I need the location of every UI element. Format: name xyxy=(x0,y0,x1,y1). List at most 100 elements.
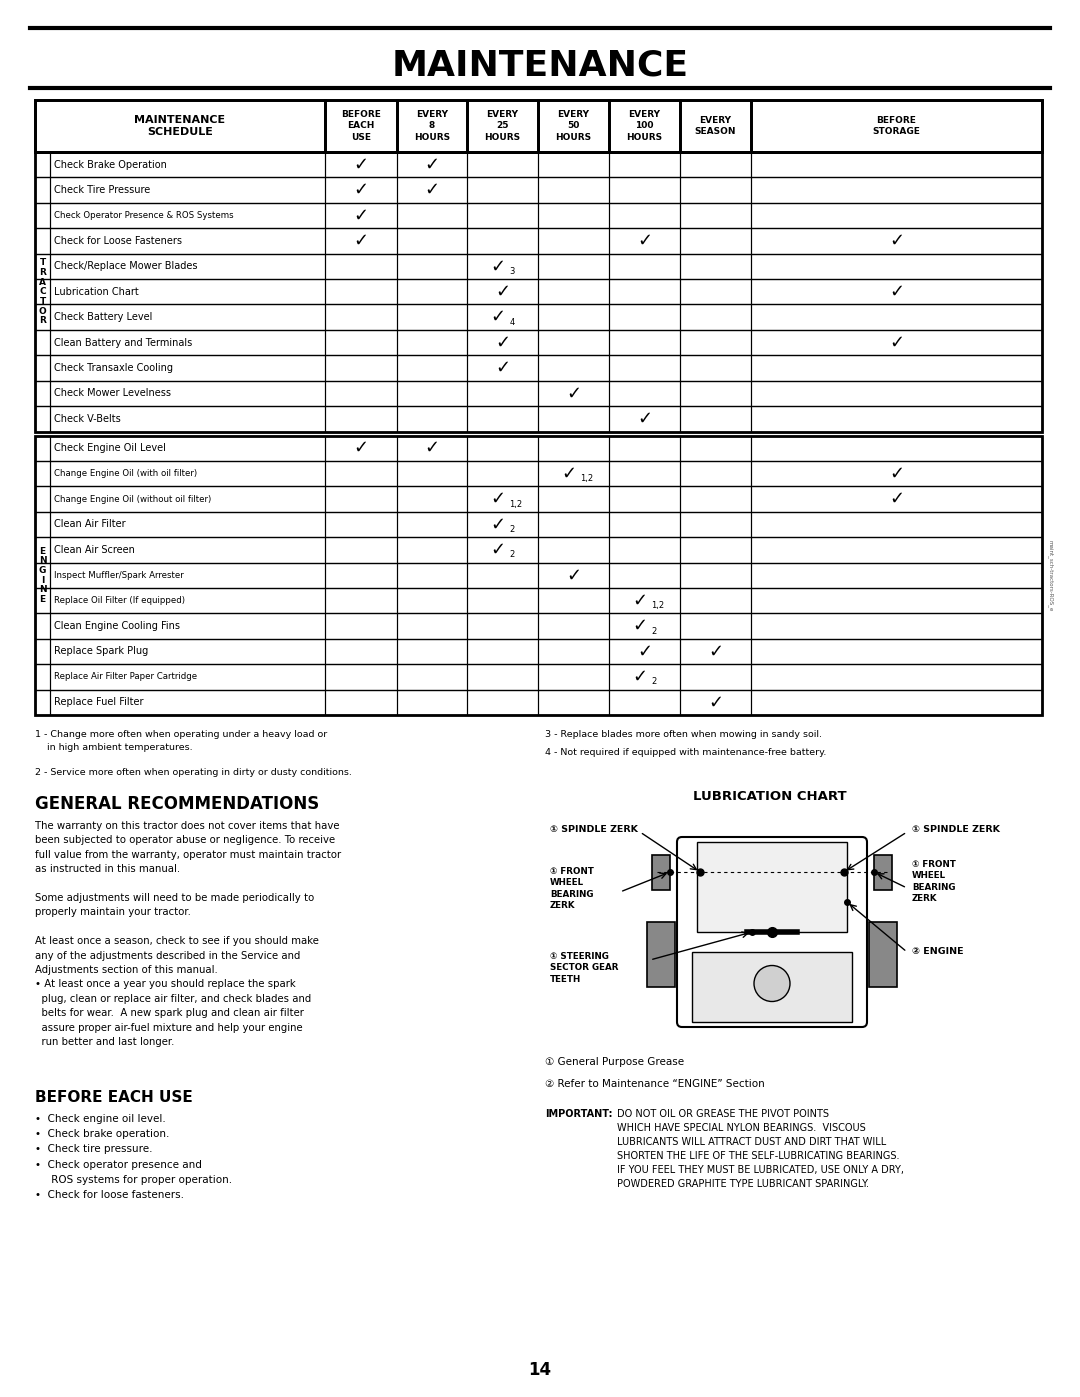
FancyBboxPatch shape xyxy=(677,837,867,1027)
Bar xyxy=(609,638,680,664)
Text: 2 - Service more often when operating in dirty or dusty conditions.: 2 - Service more often when operating in… xyxy=(35,768,352,777)
Bar xyxy=(751,254,1042,279)
Bar xyxy=(467,203,538,228)
Bar xyxy=(397,511,467,536)
Bar xyxy=(35,486,1042,511)
Bar xyxy=(35,254,1042,279)
Bar xyxy=(35,613,50,638)
Bar xyxy=(35,436,1042,715)
Text: LUBRICATION CHART: LUBRICATION CHART xyxy=(693,789,847,803)
Bar xyxy=(751,461,1042,486)
Bar xyxy=(751,486,1042,511)
Bar xyxy=(609,536,680,563)
Bar xyxy=(397,664,467,690)
Bar xyxy=(538,228,609,254)
Bar xyxy=(467,690,538,715)
Text: ✓: ✓ xyxy=(495,282,510,300)
Bar xyxy=(397,486,467,511)
Bar xyxy=(325,355,397,380)
Bar xyxy=(50,536,325,563)
Bar xyxy=(35,563,50,588)
Text: maint_sch-tractors-ROS_e: maint_sch-tractors-ROS_e xyxy=(1048,539,1053,610)
Text: ✓: ✓ xyxy=(353,155,368,173)
Text: Change Engine Oil (without oil filter): Change Engine Oil (without oil filter) xyxy=(54,495,212,503)
Bar xyxy=(35,536,1042,563)
Bar xyxy=(35,461,1042,486)
Bar xyxy=(680,152,751,177)
Text: Replace Oil Filter (If equipped): Replace Oil Filter (If equipped) xyxy=(54,597,185,605)
Bar xyxy=(35,101,325,152)
Bar xyxy=(35,690,1042,715)
Bar xyxy=(50,436,325,461)
Text: ✓: ✓ xyxy=(707,693,724,711)
Bar xyxy=(609,461,680,486)
Text: BEFORE
EACH
USE: BEFORE EACH USE xyxy=(341,110,381,141)
Text: Check Brake Operation: Check Brake Operation xyxy=(54,159,167,169)
Text: ① FRONT
WHEEL
BEARING
ZERK: ① FRONT WHEEL BEARING ZERK xyxy=(550,868,594,911)
Text: ✓: ✓ xyxy=(495,334,510,352)
Text: EVERY
8
HOURS: EVERY 8 HOURS xyxy=(414,110,450,141)
Text: ① General Purpose Grease: ① General Purpose Grease xyxy=(545,1058,684,1067)
Bar xyxy=(467,436,538,461)
Bar xyxy=(35,228,50,254)
Bar xyxy=(325,101,397,152)
Text: ✓: ✓ xyxy=(707,643,724,661)
Bar xyxy=(467,536,538,563)
Circle shape xyxy=(754,965,789,1002)
Bar xyxy=(751,228,1042,254)
Bar xyxy=(397,407,467,432)
Bar xyxy=(538,355,609,380)
Bar xyxy=(325,563,397,588)
Bar xyxy=(35,511,1042,536)
Bar xyxy=(680,228,751,254)
Bar xyxy=(325,177,397,203)
Bar xyxy=(50,461,325,486)
Bar xyxy=(325,279,397,305)
Text: ✓: ✓ xyxy=(632,668,647,686)
Text: 2: 2 xyxy=(510,550,515,559)
Bar xyxy=(35,101,1042,152)
Text: ① STEERING
SECTOR GEAR
TEETH: ① STEERING SECTOR GEAR TEETH xyxy=(550,951,619,983)
Text: 1,2: 1,2 xyxy=(510,500,523,509)
Bar xyxy=(680,536,751,563)
Bar xyxy=(609,279,680,305)
Text: E
N
G
I
N
E: E N G I N E xyxy=(39,546,46,604)
Bar xyxy=(397,203,467,228)
Bar xyxy=(35,177,1042,203)
Bar xyxy=(538,536,609,563)
Text: Check Battery Level: Check Battery Level xyxy=(54,312,152,323)
Bar xyxy=(538,380,609,407)
Text: The warranty on this tractor does not cover items that have
been subjected to op: The warranty on this tractor does not co… xyxy=(35,821,341,1046)
Bar xyxy=(609,305,680,330)
Bar xyxy=(538,638,609,664)
Text: MAINTENANCE: MAINTENANCE xyxy=(391,47,689,82)
Bar xyxy=(35,380,50,407)
Bar xyxy=(35,563,1042,588)
Text: EVERY
100
HOURS: EVERY 100 HOURS xyxy=(626,110,662,141)
Bar xyxy=(35,613,1042,638)
Bar xyxy=(609,203,680,228)
Bar xyxy=(35,638,1042,664)
Bar xyxy=(751,407,1042,432)
Bar xyxy=(35,254,50,279)
Bar xyxy=(869,922,897,988)
Bar xyxy=(751,203,1042,228)
Text: Check Transaxle Cooling: Check Transaxle Cooling xyxy=(54,363,173,373)
Bar xyxy=(35,330,1042,355)
Bar xyxy=(467,279,538,305)
Bar xyxy=(397,228,467,254)
Bar xyxy=(467,380,538,407)
Text: 1,2: 1,2 xyxy=(651,601,664,610)
Bar xyxy=(680,355,751,380)
Bar xyxy=(751,536,1042,563)
Bar xyxy=(35,330,50,355)
Bar xyxy=(538,152,609,177)
Bar xyxy=(680,305,751,330)
Bar xyxy=(680,486,751,511)
Text: IMPORTANT:: IMPORTANT: xyxy=(545,1109,612,1119)
Text: 1 - Change more often when operating under a heavy load or
    in high ambient t: 1 - Change more often when operating und… xyxy=(35,731,327,752)
Bar xyxy=(467,563,538,588)
Bar xyxy=(325,690,397,715)
Bar xyxy=(467,152,538,177)
Bar xyxy=(325,511,397,536)
